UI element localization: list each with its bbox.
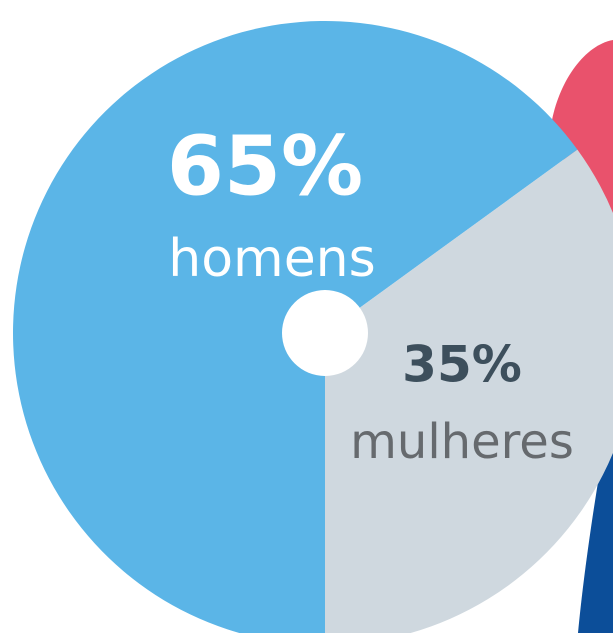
value-label: 35% <box>402 336 522 394</box>
category-label: mulheres <box>350 414 574 470</box>
decor-blue-shape <box>578 420 613 633</box>
category-label: homens <box>168 229 375 289</box>
labels: 65% homens 35% mulheres <box>167 119 574 470</box>
center-hole <box>282 290 368 376</box>
value-label: 65% <box>167 119 363 214</box>
pie-slice <box>325 149 613 633</box>
